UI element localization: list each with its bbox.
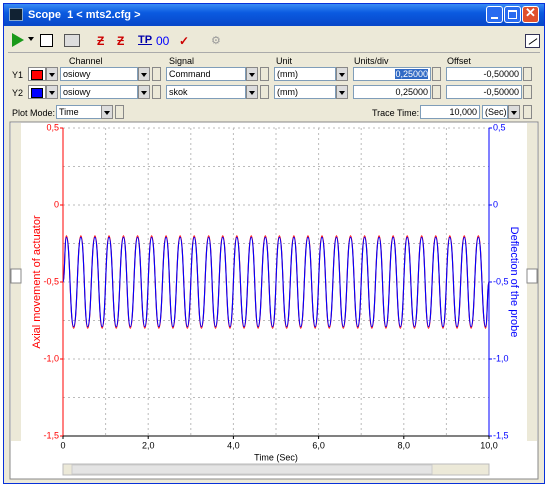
y2-axis-label: Deflection of the probe (508, 227, 520, 338)
zoom-label[interactable]: 00 (156, 34, 170, 48)
maximize-button[interactable] (504, 6, 521, 23)
y-tick-label: -1,0 (43, 353, 59, 363)
channel-dropdown[interactable] (138, 67, 150, 81)
units-div-input[interactable]: 0,25000 (353, 85, 431, 99)
x-tick-label: 6,0 (312, 440, 325, 450)
series-line (62, 236, 490, 328)
separator (8, 52, 540, 53)
header-unit: Unit (276, 56, 293, 66)
color-dropdown[interactable] (46, 85, 58, 99)
trace-time-spin[interactable] (523, 105, 532, 119)
x-axis-label: Time (Sec) (254, 452, 298, 462)
row-label: Y2 (12, 88, 24, 98)
x-tick-label: 8,0 (398, 440, 411, 450)
signal-select[interactable]: skok (166, 85, 246, 99)
stop-button[interactable] (40, 34, 53, 47)
signal-spin[interactable] (260, 85, 269, 99)
signal-spin[interactable] (260, 67, 269, 81)
signal-dropdown[interactable] (246, 85, 258, 99)
channel-dropdown[interactable] (138, 85, 150, 99)
y-tick-label: -0,5 (43, 276, 59, 286)
plot-mode-select[interactable]: Time (56, 105, 102, 119)
units-div-spin[interactable] (432, 67, 441, 81)
x-tick-label: 10,0 (480, 440, 498, 450)
color-swatch[interactable] (28, 85, 46, 99)
title-bar: Scope 1 < mts2.cfg > ✕ (4, 4, 544, 26)
window: Scope 1 < mts2.cfg > ✕ Ƶ Ƶ TP 00 ✓ ⚙ Cha… (3, 3, 545, 484)
y-tick-label: 0 (54, 199, 59, 209)
chart-frame (9, 121, 539, 480)
trigger-button[interactable]: Ƶ (97, 34, 105, 48)
y2-tick-label: -1,5 (493, 430, 509, 440)
settings-button[interactable] (64, 34, 80, 47)
channel-spin[interactable] (152, 85, 161, 99)
trigger2-button[interactable]: Ƶ (117, 34, 125, 48)
unit-dropdown[interactable] (336, 85, 348, 99)
y2-tick-label: -1,0 (493, 353, 509, 363)
header-units-div: Units/div (354, 56, 389, 66)
x-tick-label: 2,0 (142, 440, 155, 450)
signal-dropdown[interactable] (246, 67, 258, 81)
run-dropdown[interactable] (28, 37, 34, 41)
options-button[interactable] (525, 34, 540, 48)
trace-time-input[interactable]: 10,000 (420, 105, 480, 119)
app-icon (9, 8, 23, 21)
y2-tick-label: -0,5 (493, 276, 509, 286)
channel-spin[interactable] (152, 67, 161, 81)
run-button[interactable] (12, 33, 24, 47)
units-div-spin[interactable] (432, 85, 441, 99)
close-button[interactable]: ✕ (522, 5, 539, 23)
chart: 0,50-0,5-1,0-1,50,50-0,5-1,0-1,50 2,0 4,0 6… (9, 121, 539, 480)
print-button[interactable]: ⚙ (211, 35, 221, 47)
y2-tick-label: 0 (493, 199, 498, 209)
y2-tick-label: 0,5 (493, 122, 506, 132)
color-swatch[interactable] (28, 67, 46, 81)
trace-time-label: Trace Time: (372, 108, 420, 118)
offset-input[interactable]: -0,50000 (446, 85, 522, 99)
window-title: Scope 1 < mts2.cfg > (28, 9, 141, 21)
color-dropdown[interactable] (46, 67, 58, 81)
unit-select[interactable]: (mm) (274, 67, 336, 81)
offset-spin[interactable] (523, 85, 532, 99)
right-scroll-thumb[interactable] (526, 268, 538, 284)
cursor-button[interactable]: TP (138, 34, 153, 46)
unit-select[interactable]: (mm) (274, 85, 336, 99)
trace-unit-select[interactable]: (Sec) (482, 105, 508, 119)
minimize-button[interactable] (486, 6, 503, 23)
bottom-scroll-thumb[interactable] (71, 464, 433, 475)
offset-input[interactable]: -0,50000 (446, 67, 522, 81)
channel-select[interactable]: osiowy (60, 85, 138, 99)
y-tick-label: -1,5 (43, 430, 59, 440)
units-div-input[interactable]: 0,25000 (353, 67, 431, 81)
row-label: Y1 (12, 70, 24, 80)
x-tick-label: 0 (60, 440, 65, 450)
unit-dropdown[interactable] (336, 67, 348, 81)
marker-button[interactable]: ✓ (179, 34, 190, 48)
header-channel: Channel (69, 56, 103, 66)
y-axis-label: Axial movement of actuator (31, 215, 43, 349)
left-scroll-thumb[interactable] (10, 268, 22, 284)
trace-unit-dropdown[interactable] (508, 105, 520, 119)
channel-select[interactable]: osiowy (60, 67, 138, 81)
signal-select[interactable]: Command (166, 67, 246, 81)
header-offset: Offset (447, 56, 471, 66)
plot-mode-spin[interactable] (115, 105, 124, 119)
y-tick-label: 0,5 (46, 122, 59, 132)
x-tick-label: 4,0 (227, 440, 240, 450)
plot-mode-label: Plot Mode: (12, 108, 56, 118)
offset-spin[interactable] (523, 67, 532, 81)
plot-mode-dropdown[interactable] (101, 105, 113, 119)
header-signal: Signal (169, 56, 195, 66)
